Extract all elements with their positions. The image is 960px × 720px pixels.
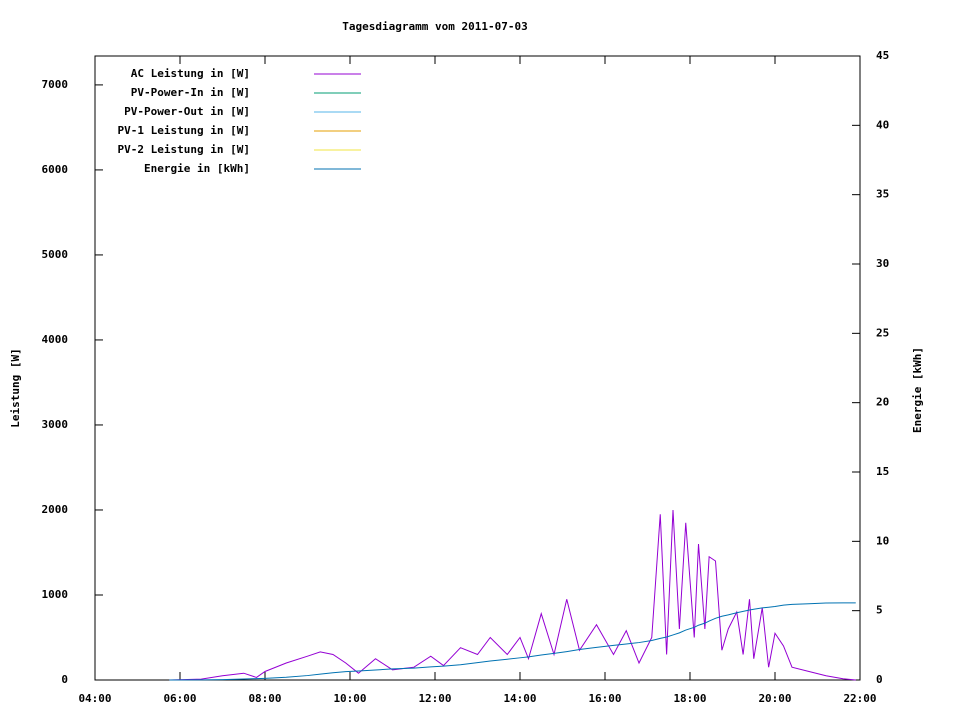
y-tick-label: 1000 [42,588,69,601]
y-tick-label: 5000 [42,248,69,261]
plot-frame [94,55,861,681]
y-tick-label: 0 [61,673,68,686]
y2-tick-label: 45 [876,49,889,62]
y2-tick-label: 20 [876,396,889,409]
y2-axis-label: Energie [kWh] [911,347,924,433]
y2-tick-label: 0 [876,673,883,686]
y2-tick-label: 10 [876,534,889,547]
y2-tick-label: 5 [876,604,883,617]
series-line [169,509,856,681]
y2-tick-label: 35 [876,188,889,201]
legend-label: Energie in [kWh] [144,162,250,175]
y2-tick-label: 30 [876,257,889,270]
x-tick-label: 06:00 [163,692,196,705]
x-tick-label: 12:00 [418,692,451,705]
series-line [169,602,856,681]
y2-tick-label: 15 [876,465,889,478]
y-tick-label: 4000 [42,333,69,346]
x-tick-label: 22:00 [843,692,876,705]
x-tick-label: 16:00 [588,692,621,705]
y-tick-label: 2000 [42,503,69,516]
y2-tick-label: 25 [876,326,889,339]
x-tick-label: 14:00 [503,692,536,705]
legend-label: PV-Power-In in [W] [131,86,250,99]
legend-label: PV-2 Leistung in [W] [118,143,250,156]
x-tick-label: 04:00 [78,692,111,705]
y2-tick-label: 40 [876,118,889,131]
y-tick-label: 7000 [42,78,69,91]
y-tick-label: 3000 [42,418,69,431]
x-tick-label: 20:00 [758,692,791,705]
x-tick-label: 08:00 [248,692,281,705]
legend-label: AC Leistung in [W] [131,67,250,80]
x-tick-label: 18:00 [673,692,706,705]
x-tick-label: 10:00 [333,692,366,705]
legend-label: PV-1 Leistung in [W] [118,124,250,137]
y-tick-label: 6000 [42,163,69,176]
legend-label: PV-Power-Out in [W] [124,105,250,118]
y-axis-label: Leistung [W] [9,348,22,427]
chart-title: Tagesdiagramm vom 2011-07-03 [342,20,527,33]
